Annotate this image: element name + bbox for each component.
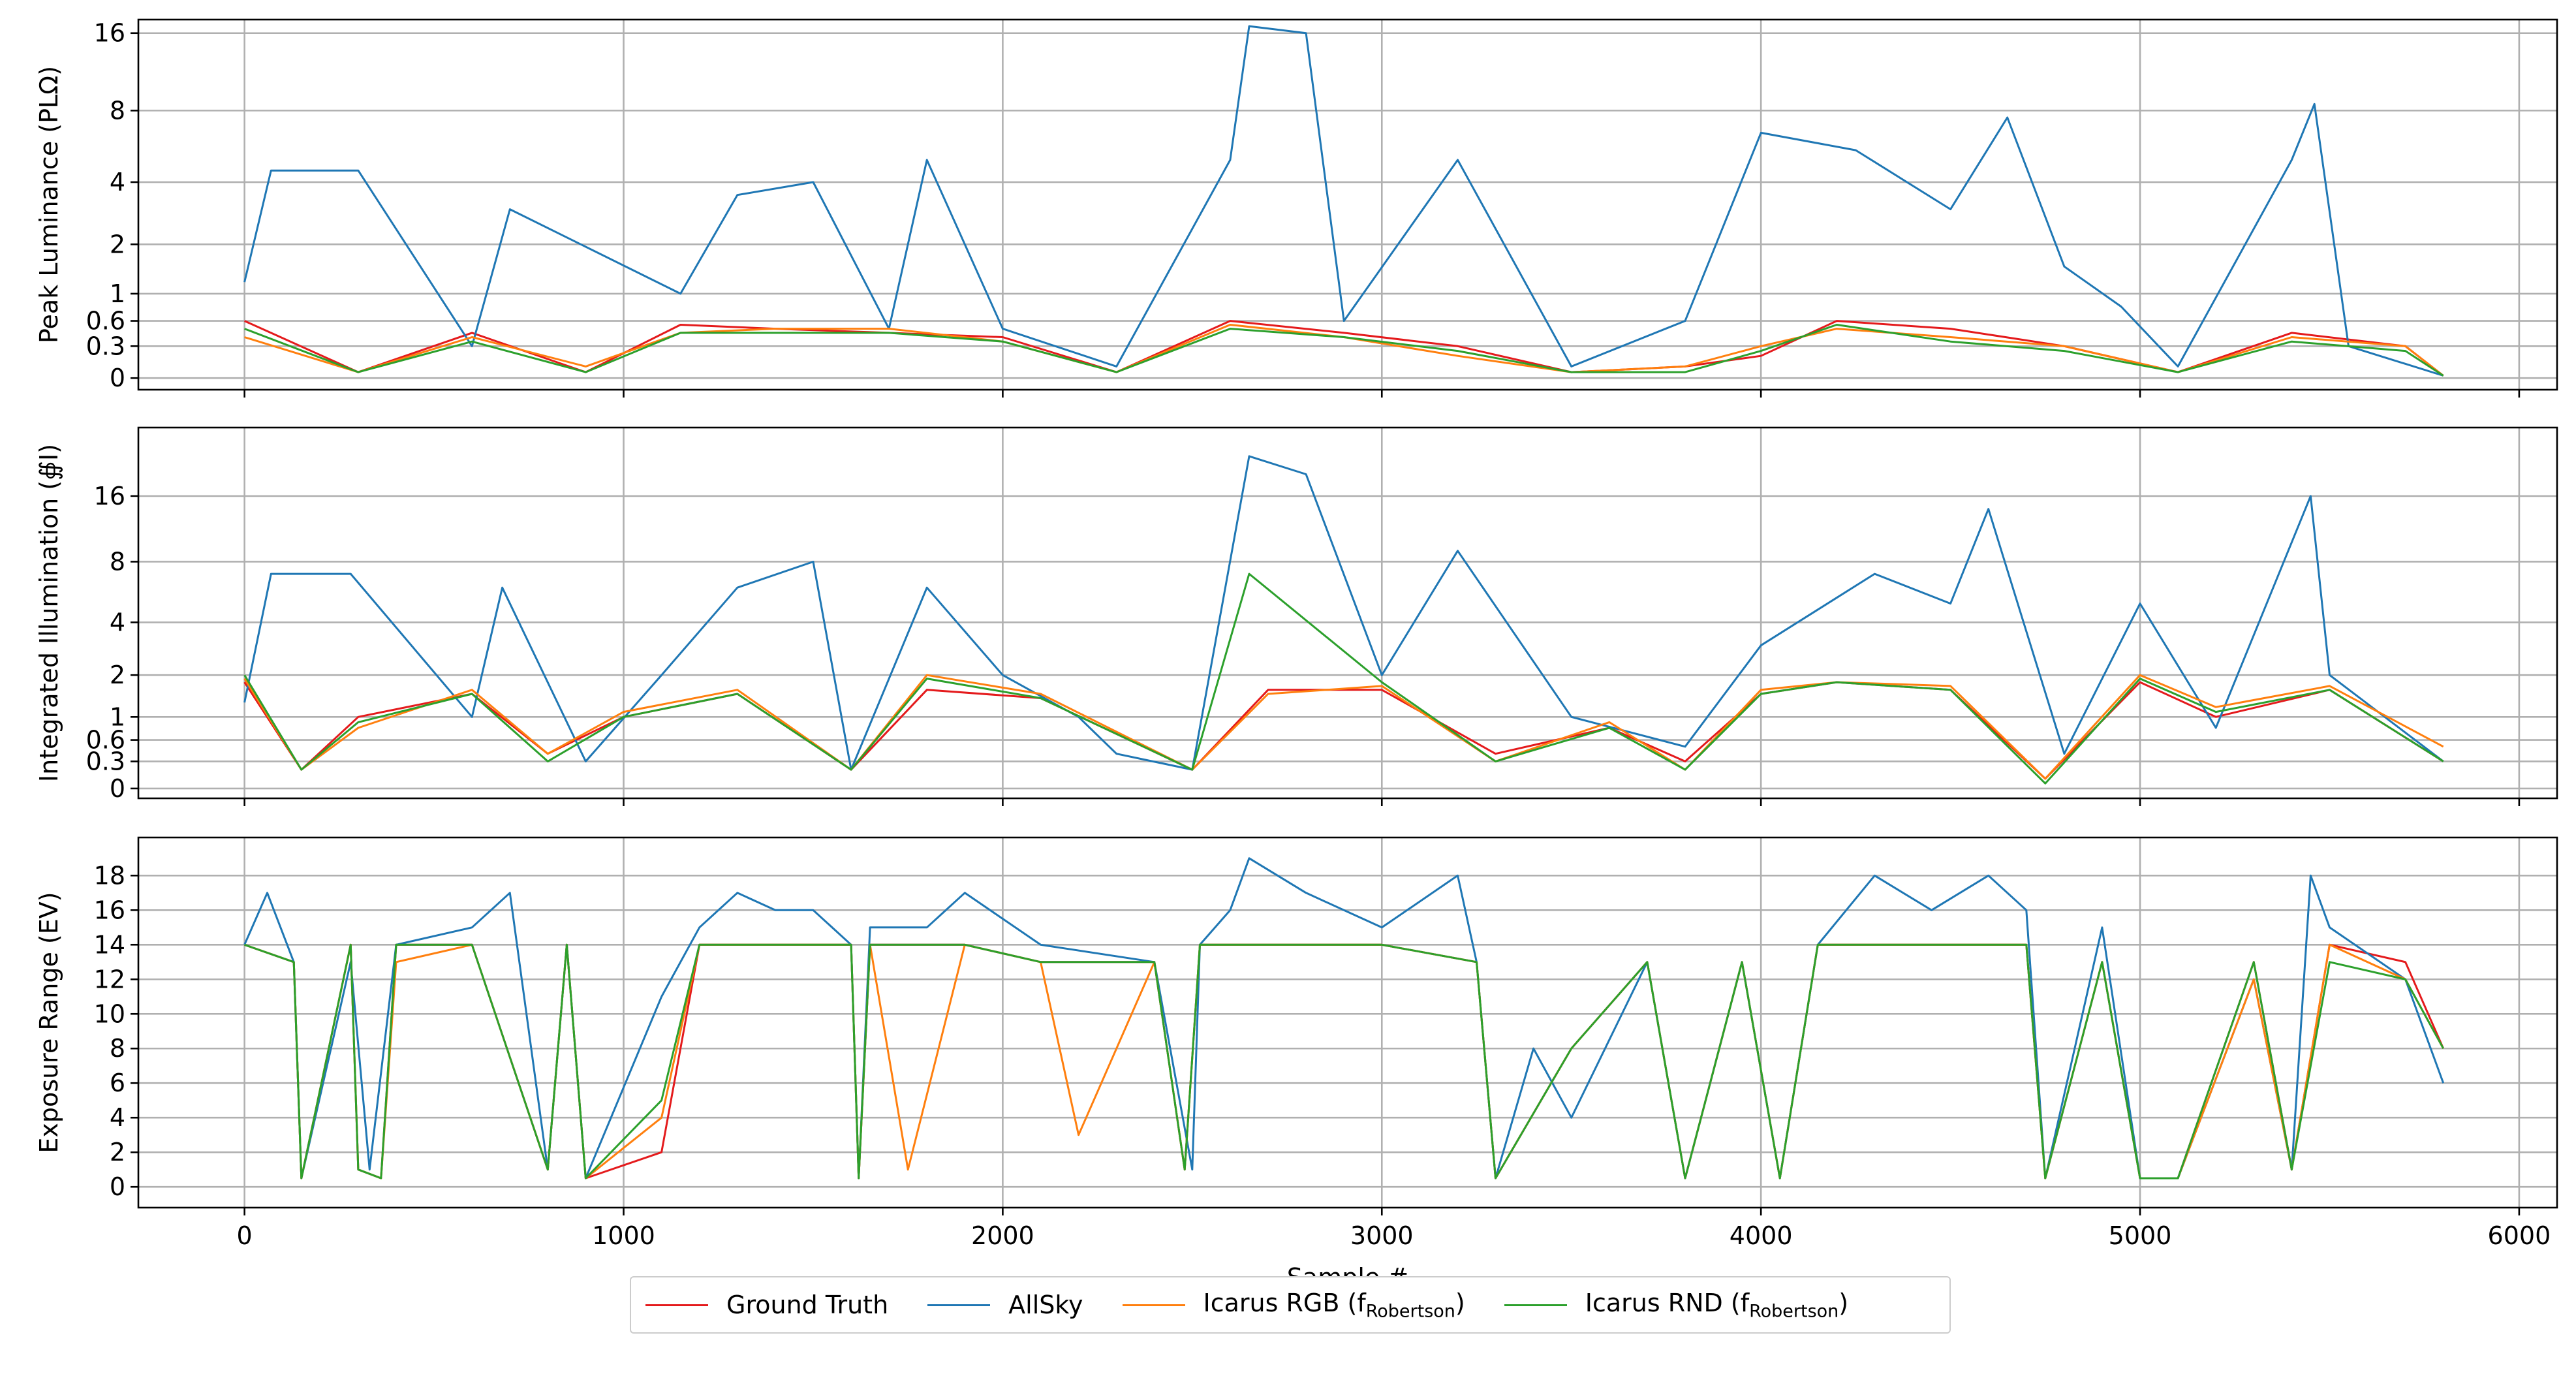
y-tick-label: 6 — [110, 1069, 125, 1097]
y-tick-label: 8 — [110, 547, 125, 576]
y-tick-label: 1 — [110, 702, 125, 731]
axes-frame — [137, 18, 2558, 391]
series-line-icarus-rgb-frobertson- — [243, 674, 2444, 780]
y-tick-label: 10 — [94, 999, 125, 1028]
y-tick-label: 8 — [110, 96, 125, 125]
x-tick-label: 3000 — [1350, 1221, 1414, 1250]
y-tick-label: 2 — [110, 230, 125, 258]
x-tick-label: 4000 — [1730, 1221, 1793, 1250]
x-tick-label: 6000 — [2488, 1221, 2551, 1250]
y-tick-label: 4 — [110, 168, 125, 196]
series-line-icarus-rnd-frobertson- — [244, 943, 2445, 1180]
exposure-range-panel: 0 1000 2000 3000 4000 5000 6000 0 2 4 6 8 10 12 14 16 18… — [35, 836, 2558, 1292]
series-line-allsky — [243, 455, 2444, 771]
y-axis-label: Peak Luminance (PLΩ) — [35, 66, 63, 343]
legend-label: AllSky — [1008, 1291, 1083, 1319]
y-tick-label: 0 — [110, 774, 125, 803]
y-tick-label: 8 — [110, 1034, 125, 1063]
y-tick-label: 12 — [94, 965, 125, 994]
y-axis-label: Exposure Range (EV) — [35, 892, 63, 1153]
y-tick-label: 4 — [110, 608, 125, 636]
series-line-allsky — [243, 857, 2445, 1180]
y-tick-label: 0.3 — [86, 747, 125, 775]
legend-line — [1504, 1304, 1567, 1306]
y-tick-label: 16 — [94, 19, 125, 48]
y-tick-label: 14 — [94, 930, 125, 959]
y-tick-label: 1 — [110, 279, 125, 308]
x-tick-label: 1000 — [592, 1221, 655, 1250]
series-line-icarus-rnd-frobertson- — [243, 572, 2444, 785]
y-tick-label: 0.3 — [86, 332, 125, 360]
legend-line — [1122, 1304, 1185, 1306]
legend-label: Icarus RGB (fRobertson) — [1203, 1288, 1465, 1322]
axes-frame — [137, 836, 2558, 1209]
series-line-icarus-rgb-frobertson- — [244, 324, 2444, 377]
legend-item: Icarus RGB (fRobertson) — [1122, 1288, 1465, 1322]
y-tick-label: 16 — [94, 896, 125, 924]
y-tick-label: 0 — [110, 1172, 125, 1201]
legend-label: Icarus RND (fRobertson) — [1585, 1288, 1849, 1322]
y-tick-label: 0.6 — [86, 726, 125, 755]
x-tick-label: 2000 — [971, 1221, 1034, 1250]
y-tick-label: 2 — [110, 1138, 125, 1166]
legend-line — [927, 1304, 991, 1306]
y-tick-label: 18 — [94, 861, 125, 890]
y-tick-label: 16 — [94, 482, 125, 510]
peak-luminance-panel: 16 8 4 2 10.60.3 0 Peak Luminance (PLΩ) — [35, 18, 2558, 398]
series-line-allsky — [243, 25, 2444, 377]
legend-label: Ground Truth — [726, 1291, 889, 1319]
legend: Ground Truth AllSky Icarus RGB (fRobertson… — [630, 1276, 1951, 1334]
x-tick-label: 5000 — [2109, 1221, 2172, 1250]
series-line-icarus-rnd-frobertson- — [244, 324, 2444, 377]
legend-line — [645, 1304, 708, 1306]
series-line-ground-truth — [243, 320, 2444, 377]
y-axis-label: Integrated Illumination (∯I) — [35, 444, 63, 782]
axes-frame — [137, 426, 2558, 800]
y-tick-label: 0 — [110, 364, 125, 392]
legend-item: AllSky — [927, 1291, 1083, 1319]
integrated-illumination-panel: 16 8 4 2 10.60.30 Integrated Illumination (∯I… — [35, 426, 2558, 806]
x-tick-label: 0 — [237, 1221, 253, 1250]
y-tick-label: 2 — [110, 661, 125, 689]
y-tick-label: 4 — [110, 1103, 125, 1132]
legend-item: Ground Truth — [645, 1291, 888, 1319]
y-tick-label: 0.6 — [86, 307, 125, 336]
series-line-ground-truth — [243, 681, 2444, 780]
legend-item: Icarus RND (fRobertson) — [1504, 1288, 1849, 1322]
